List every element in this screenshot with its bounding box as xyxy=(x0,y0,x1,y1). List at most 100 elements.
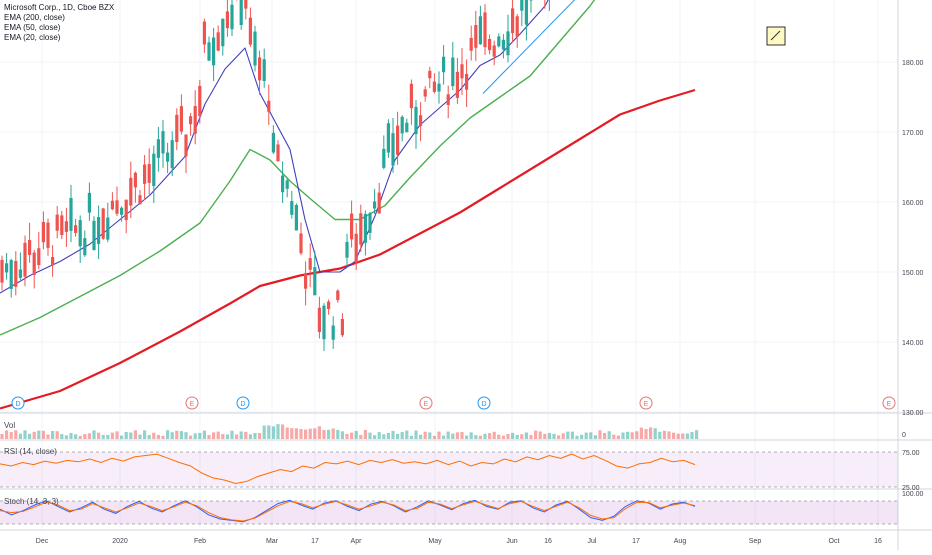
candle-body xyxy=(456,72,459,98)
candle-body xyxy=(276,144,279,161)
x-tick-label: Dec xyxy=(36,538,49,545)
candle-body xyxy=(60,215,63,235)
candle-body xyxy=(253,32,256,66)
volume-bar xyxy=(378,432,381,439)
volume-bar xyxy=(97,433,100,439)
volume-bar xyxy=(106,435,109,439)
volume-bar xyxy=(327,430,330,439)
candle-body xyxy=(46,223,49,248)
volume-bar xyxy=(543,434,546,439)
candle-body xyxy=(212,38,215,66)
candle-body xyxy=(207,42,210,60)
volume-bar xyxy=(672,433,675,439)
rsi-pane xyxy=(0,452,898,487)
volume-bar xyxy=(226,435,229,439)
candle-body xyxy=(470,38,473,51)
candles xyxy=(0,0,698,351)
legend-ema200[interactable]: EMA (200, close) xyxy=(4,13,65,23)
volume-bar xyxy=(74,434,77,439)
volume-bar xyxy=(37,431,40,439)
candle-body xyxy=(56,215,59,231)
volume-bar xyxy=(33,432,36,439)
volume-bar xyxy=(428,432,431,439)
ema50-line xyxy=(0,0,695,335)
volume-pane xyxy=(0,424,698,439)
volume-bar xyxy=(120,436,123,439)
volume-bar xyxy=(299,429,302,439)
volume-bar xyxy=(677,434,680,439)
candle-body xyxy=(299,233,302,253)
legend-ema20[interactable]: EMA (20, close) xyxy=(4,33,60,43)
candle-body xyxy=(138,195,141,204)
volume-bar xyxy=(571,432,574,439)
candle-body xyxy=(203,22,206,45)
candle-body xyxy=(194,106,197,134)
candle-body xyxy=(175,115,178,142)
candle-body xyxy=(74,225,77,233)
volume-bar xyxy=(437,432,440,439)
candle-body xyxy=(451,58,454,87)
candle-body xyxy=(387,123,390,152)
volume-bar xyxy=(405,431,408,439)
volume-bar xyxy=(493,432,496,439)
volume-bar xyxy=(102,435,105,439)
volume-bar xyxy=(194,433,197,439)
candle-body xyxy=(42,222,45,242)
volume-bar xyxy=(594,435,597,439)
x-tick-label: Oct xyxy=(829,538,840,545)
volume-bar xyxy=(134,430,137,439)
candle-body xyxy=(442,57,445,73)
volume-bar xyxy=(663,431,666,439)
volume-bar xyxy=(391,431,394,439)
candle-body xyxy=(10,260,13,289)
candle-body xyxy=(83,238,86,255)
volume-bar xyxy=(23,430,26,439)
volume-bar xyxy=(626,432,629,439)
volume-bar xyxy=(465,436,468,439)
volume-bar xyxy=(451,434,454,439)
volume-bar xyxy=(19,434,22,439)
volume-bar xyxy=(414,431,417,439)
candle-body xyxy=(258,57,261,80)
volume-axis-label: 0 xyxy=(902,432,906,439)
candle-body xyxy=(166,153,169,162)
volume-bar xyxy=(332,428,335,439)
candle-body xyxy=(414,107,417,134)
volume-bar xyxy=(612,435,615,439)
volume-bar xyxy=(281,424,284,439)
volume-bar xyxy=(221,434,224,439)
stoch-label[interactable]: Stoch (14, 3, 3) xyxy=(4,497,59,506)
volume-bar xyxy=(129,432,132,439)
legend-symbol[interactable]: Microsoft Corp., 1D, Cboe BZX xyxy=(4,3,114,13)
candle-body xyxy=(511,8,514,33)
volume-bar xyxy=(355,431,358,439)
candle-body xyxy=(263,59,266,81)
volume-bar xyxy=(575,436,578,439)
volume-bar xyxy=(42,431,45,439)
x-tick-label: Sep xyxy=(749,538,762,545)
volume-bar xyxy=(654,428,657,439)
volume-bar xyxy=(148,435,151,439)
candle-body xyxy=(217,32,220,50)
rsi-label[interactable]: RSI (14, close) xyxy=(4,447,57,456)
volume-bar xyxy=(14,430,17,439)
volume-bar xyxy=(460,432,463,439)
legend-ema50[interactable]: EMA (50, close) xyxy=(4,23,60,33)
rsi-axis-upper: 75.00 xyxy=(902,450,920,457)
volume-bar xyxy=(267,425,270,439)
volume-bar xyxy=(115,431,118,439)
candle-body xyxy=(405,123,408,133)
volume-bar xyxy=(46,435,49,439)
volume-bar xyxy=(566,432,569,439)
candle-body xyxy=(51,257,54,265)
candle-body xyxy=(33,253,36,275)
volume-bar xyxy=(368,433,371,439)
volume-bar xyxy=(479,436,482,439)
candle-body xyxy=(341,319,344,335)
volume-label[interactable]: Vol xyxy=(4,421,15,430)
target-box xyxy=(767,27,785,45)
candle-body xyxy=(152,154,155,186)
candle-body xyxy=(249,18,252,45)
